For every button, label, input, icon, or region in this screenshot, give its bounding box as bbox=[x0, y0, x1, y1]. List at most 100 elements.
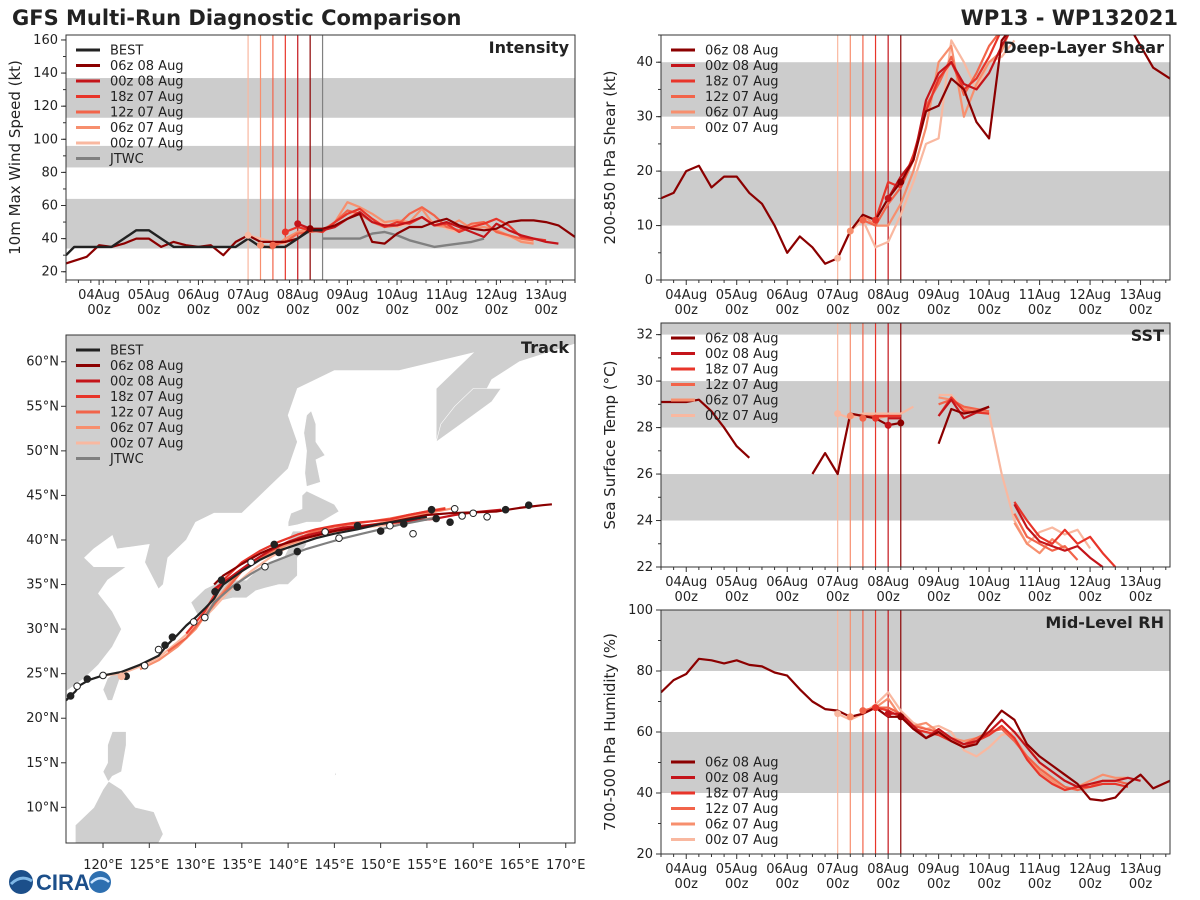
sst-init-marker-18z-07-aug bbox=[872, 414, 880, 422]
sst-legend-label-06z-08-aug: 06z 08 Aug bbox=[705, 332, 779, 347]
track-xtick-label: 140°E bbox=[268, 858, 308, 873]
track-frame bbox=[65, 334, 576, 844]
rh-legend-label-12z-07-aug: 12z 07 Aug bbox=[705, 802, 779, 817]
shear-xtick-hour: 00z bbox=[826, 303, 850, 318]
rh-band-1 bbox=[661, 610, 1170, 671]
sst-legend-label-18z-07-aug: 18z 07 Aug bbox=[705, 363, 779, 378]
shear-ytick-label: 20 bbox=[636, 164, 653, 179]
sst-series-12z-07-aug-7 bbox=[1013, 513, 1079, 561]
intensity-ytick-label: 120 bbox=[33, 99, 58, 114]
track-position-marker-34 bbox=[524, 501, 533, 510]
track-xtick-label: 160°E bbox=[453, 858, 493, 873]
intensity-init-marker-00z-08-aug bbox=[294, 220, 302, 228]
sst-legend-label-12z-07-aug: 12z 07 Aug bbox=[705, 378, 779, 393]
sst-init-marker-12z-07-aug bbox=[859, 414, 867, 422]
shear-xtick-date: 06Aug bbox=[766, 288, 808, 303]
shear-xtick-date: 09Aug bbox=[918, 288, 960, 303]
track-position-marker-10 bbox=[201, 613, 209, 622]
shear-init-marker-12z-07-aug bbox=[859, 216, 867, 224]
intensity-frame bbox=[65, 34, 576, 281]
shear-init-marker-00z-07-aug bbox=[834, 254, 842, 262]
sst-xtick-date: 11Aug bbox=[1019, 575, 1061, 590]
track-legend-label-jtwc: JTWC bbox=[109, 452, 144, 467]
intensity-series-06z-08-aug-6 bbox=[66, 212, 575, 265]
track-legend-label-06z-08-aug: 06z 08 Aug bbox=[110, 359, 184, 374]
island-hokkaido bbox=[287, 490, 340, 527]
shear-xtick-date: 05Aug bbox=[716, 288, 758, 303]
shear-series-12z-07-aug-2 bbox=[862, 35, 999, 227]
intensity-legend-label-12z-07-aug: 12z 07 Aug bbox=[110, 106, 184, 121]
shear-legend-label-12z-07-aug: 12z 07 Aug bbox=[705, 90, 779, 105]
track-legend-label-best: BEST bbox=[110, 344, 143, 359]
intensity-series-best-7 bbox=[66, 229, 323, 257]
intensity-init-marker-12z-07-aug bbox=[269, 241, 277, 249]
sst-xtick-date: 04Aug bbox=[665, 575, 707, 590]
rh-xtick-date: 06Aug bbox=[766, 862, 808, 877]
intensity-band-2 bbox=[66, 78, 575, 118]
track-position-marker-31 bbox=[469, 509, 478, 518]
intensity-xtick-date: 07Aug bbox=[227, 288, 269, 303]
track-ytick-label: 25°N bbox=[26, 667, 59, 682]
shear-xtick-date: 08Aug bbox=[867, 288, 909, 303]
intensity-ytick-label: 40 bbox=[41, 232, 58, 247]
rh-panel-title: Mid-Level RH bbox=[1045, 613, 1164, 632]
intensity-legend-label-06z-07-aug: 06z 07 Aug bbox=[110, 121, 184, 136]
track-xtick-label: 130°E bbox=[176, 858, 216, 873]
track-position-marker-28 bbox=[446, 518, 454, 526]
track-position-marker-6 bbox=[154, 645, 163, 654]
sst-init-marker-06z-07-aug bbox=[846, 412, 854, 420]
shear-series-06z-08-aug-5 bbox=[661, 35, 1170, 265]
shear-ytick-label: 30 bbox=[636, 110, 653, 125]
shear-xtick-date: 12Aug bbox=[1069, 288, 1111, 303]
rh-legend-label-18z-07-aug: 18z 07 Aug bbox=[705, 787, 779, 802]
shear-xtick-hour: 00z bbox=[1078, 303, 1102, 318]
shear-legend-label-06z-07-aug: 06z 07 Aug bbox=[705, 106, 779, 121]
storm-identifier: WP13 - WP132021 bbox=[960, 6, 1178, 30]
rh-ytick-label: 80 bbox=[636, 664, 653, 679]
sst-xtick-hour: 00z bbox=[725, 590, 749, 605]
intensity-xtick-hour: 00z bbox=[534, 303, 558, 318]
rh-ytick-label: 20 bbox=[636, 847, 653, 862]
track-position-marker-22 bbox=[376, 527, 385, 535]
rh-legend-label-00z-08-aug: 00z 08 Aug bbox=[705, 771, 779, 786]
rh-xtick-hour: 00z bbox=[977, 877, 1001, 892]
sst-series-06z-08-aug-16 bbox=[937, 405, 990, 445]
intensity-xtick-hour: 00z bbox=[286, 303, 310, 318]
intensity-ytick-label: 160 bbox=[33, 33, 58, 48]
chart-main-title: GFS Multi-Run Diagnostic Comparison bbox=[12, 6, 462, 30]
peninsula-kamchatka bbox=[435, 388, 502, 443]
sst-ytick-label: 22 bbox=[636, 560, 653, 575]
shear-xtick-date: 07Aug bbox=[817, 288, 859, 303]
track-legend-label-00z-07-aug: 00z 07 Aug bbox=[110, 437, 184, 452]
sst-xtick-date: 08Aug bbox=[867, 575, 909, 590]
sst-xtick-hour: 00z bbox=[927, 590, 951, 605]
track-position-marker-0 bbox=[66, 692, 75, 700]
rh-legend-label-06z-07-aug: 06z 07 Aug bbox=[705, 818, 779, 833]
track-ytick-label: 35°N bbox=[26, 578, 59, 593]
rh-xtick-hour: 00z bbox=[1129, 877, 1153, 892]
sst-xtick-date: 05Aug bbox=[716, 575, 758, 590]
intensity-ytick-label: 100 bbox=[33, 132, 58, 147]
intensity-panel-title: Intensity bbox=[489, 38, 570, 57]
track-ytick-label: 55°N bbox=[26, 399, 59, 414]
track-ytick-label: 50°N bbox=[26, 444, 59, 459]
sst-xtick-hour: 00z bbox=[1078, 590, 1102, 605]
rh-xtick-hour: 00z bbox=[725, 877, 749, 892]
track-position-marker-27 bbox=[432, 514, 440, 523]
rh-legend-label-00z-07-aug: 00z 07 Aug bbox=[705, 833, 779, 848]
intensity-xtick-hour: 00z bbox=[187, 303, 211, 318]
shear-y-axis-label: 200-850 hPa Shear (kt) bbox=[601, 71, 619, 245]
rh-init-marker-00z-08-aug bbox=[884, 710, 892, 718]
track-lines bbox=[66, 501, 553, 702]
sst-series-18z-07-aug-10 bbox=[1013, 501, 1117, 567]
sst-xtick-date: 06Aug bbox=[766, 575, 808, 590]
track-position-marker-8 bbox=[168, 633, 177, 641]
track-position-marker-26 bbox=[427, 505, 436, 514]
intensity-legend-label-06z-08-aug: 06z 08 Aug bbox=[110, 59, 184, 74]
shear-init-marker-18z-07-aug bbox=[872, 216, 880, 224]
track-18z-07-aug bbox=[185, 507, 446, 635]
track-00z-08-aug bbox=[213, 508, 502, 590]
shear-xtick-hour: 00z bbox=[1129, 303, 1153, 318]
rh-panel: 2040608010004Aug00z05Aug00z06Aug00z07Aug… bbox=[601, 603, 1171, 892]
